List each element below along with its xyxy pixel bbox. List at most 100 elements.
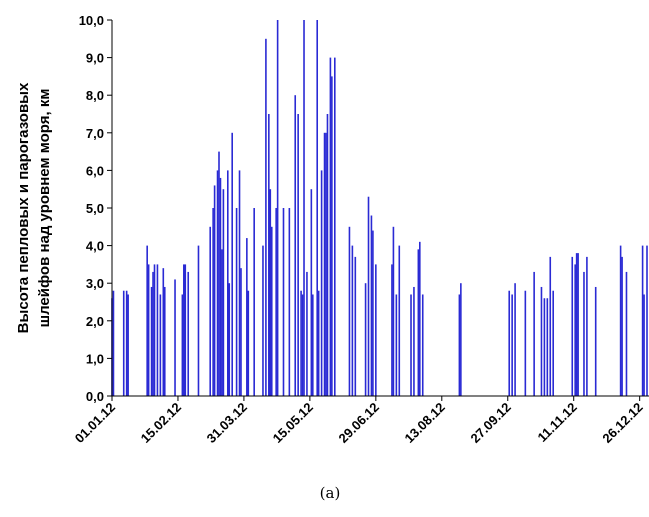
bar <box>213 185 216 396</box>
bar <box>543 298 546 396</box>
bar <box>303 20 305 396</box>
bar <box>375 264 377 396</box>
bar <box>240 268 242 396</box>
bar <box>122 290 125 396</box>
bar <box>294 95 297 396</box>
bar <box>320 170 323 396</box>
bar <box>306 271 308 396</box>
bar <box>216 170 219 396</box>
y-tick-label: 0,0 <box>86 389 104 404</box>
bar <box>228 283 231 396</box>
bar <box>326 114 329 396</box>
bar <box>625 271 628 396</box>
x-tick-label: 27.09.12 <box>467 400 513 446</box>
bar <box>354 256 357 396</box>
bar <box>112 290 115 396</box>
bar <box>212 208 214 396</box>
bar <box>546 298 549 396</box>
x-tick-label: 01.01.12 <box>72 400 118 446</box>
bar <box>209 226 212 396</box>
bar <box>310 189 313 396</box>
bar <box>410 294 412 396</box>
bar <box>316 20 319 396</box>
bar <box>524 290 527 396</box>
bar <box>152 271 154 396</box>
bar <box>646 245 648 396</box>
bar <box>533 271 535 396</box>
y-tick-label: 5,0 <box>86 201 104 216</box>
bar <box>187 271 190 396</box>
bar <box>317 290 320 396</box>
bar <box>594 286 597 396</box>
bar <box>270 226 273 396</box>
bar <box>331 76 333 397</box>
bar <box>577 253 579 396</box>
bar <box>312 294 314 396</box>
bar <box>231 132 233 397</box>
bar <box>511 294 513 396</box>
bar <box>323 132 326 397</box>
bar <box>253 208 255 396</box>
bar <box>262 245 264 396</box>
bar <box>583 271 585 396</box>
y-tick-label: 10,0 <box>79 13 104 28</box>
bar <box>276 20 279 396</box>
bar <box>218 151 220 396</box>
bar <box>184 264 187 396</box>
bar <box>163 286 166 396</box>
bar <box>238 170 241 396</box>
bar <box>221 249 223 396</box>
bar <box>147 264 150 396</box>
x-tick-label: 15.02.12 <box>138 400 184 446</box>
bar <box>574 264 576 396</box>
x-tick-label: 15.05.12 <box>270 400 316 446</box>
bar <box>508 290 511 396</box>
bar <box>364 283 367 396</box>
bar <box>417 249 420 396</box>
bar <box>398 245 401 396</box>
bar <box>392 226 395 396</box>
bar <box>351 245 354 396</box>
bar <box>571 256 574 396</box>
y-tick-label: 3,0 <box>86 276 104 291</box>
bar <box>514 283 516 396</box>
y-tick-label: 7,0 <box>86 126 104 141</box>
bar <box>641 245 644 396</box>
bar <box>288 208 291 396</box>
bar <box>282 208 285 396</box>
bar <box>247 290 250 396</box>
bar <box>367 196 370 396</box>
bar <box>300 290 302 396</box>
bar <box>301 294 304 396</box>
x-tick-label: 31.03.12 <box>204 400 250 446</box>
bar <box>552 290 554 396</box>
y-tick-label: 6,0 <box>86 163 104 178</box>
bar <box>162 268 165 396</box>
bar <box>460 283 462 396</box>
bar <box>125 290 128 396</box>
bar <box>643 294 645 396</box>
bar <box>156 264 159 396</box>
y-axis-label: шлейфов над уровнем моря, км <box>36 89 53 328</box>
bar <box>329 57 332 396</box>
bar <box>297 114 299 396</box>
y-tick-label: 1,0 <box>86 351 104 366</box>
bar <box>348 226 351 396</box>
bar <box>127 294 129 396</box>
bar <box>268 114 270 396</box>
bar <box>265 38 267 397</box>
x-tick-label: 29.06.12 <box>336 400 382 446</box>
bar <box>146 245 148 396</box>
x-tick-label: 11.11.12 <box>534 400 579 445</box>
y-tick-label: 2,0 <box>86 314 104 329</box>
bar <box>226 170 229 396</box>
bar <box>395 294 398 396</box>
y-axis-label: Высота пепловых и парогазовых <box>15 82 32 333</box>
bar <box>150 286 153 396</box>
bar <box>153 264 156 396</box>
caption: (a) <box>320 484 341 502</box>
bar <box>219 177 222 396</box>
bar <box>222 189 225 396</box>
bar <box>586 256 588 396</box>
x-tick-label: 26.12.12 <box>599 400 645 446</box>
